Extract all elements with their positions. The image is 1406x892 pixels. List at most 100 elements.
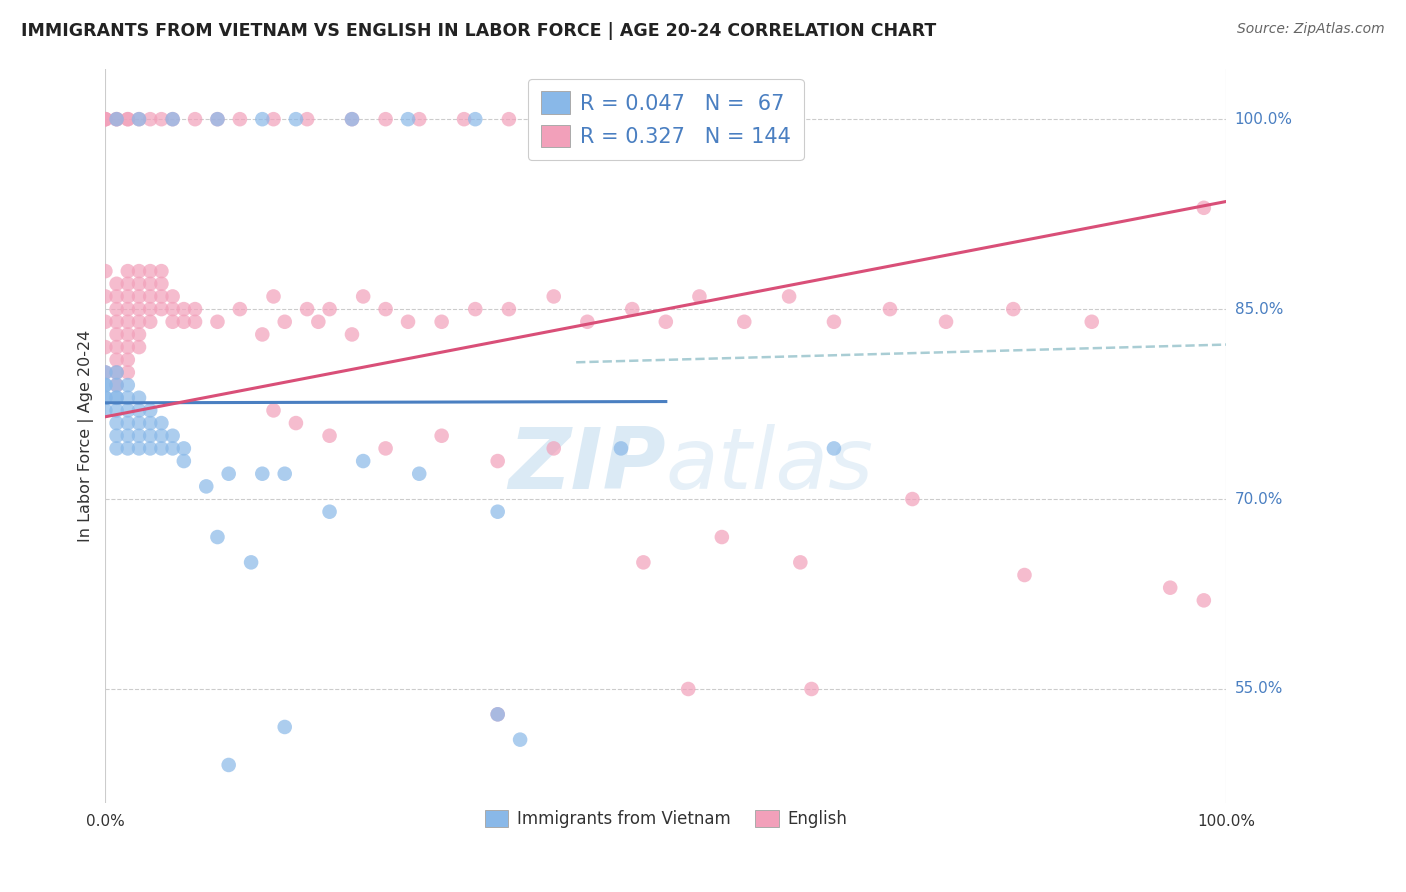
Point bbox=[117, 277, 139, 291]
Point bbox=[207, 315, 229, 329]
Point bbox=[633, 555, 655, 569]
Point bbox=[139, 264, 162, 278]
Point bbox=[676, 112, 699, 127]
Point bbox=[117, 366, 139, 380]
Point bbox=[94, 315, 117, 329]
Text: 0.0%: 0.0% bbox=[86, 814, 125, 829]
Point bbox=[128, 442, 150, 456]
Point bbox=[105, 302, 128, 317]
Point bbox=[901, 491, 924, 506]
Point bbox=[207, 112, 229, 127]
Point bbox=[588, 112, 610, 127]
Point bbox=[733, 315, 755, 329]
Point bbox=[94, 403, 117, 417]
Point bbox=[117, 264, 139, 278]
Point bbox=[710, 530, 733, 544]
Point bbox=[139, 403, 162, 417]
Point bbox=[1002, 302, 1025, 317]
Point bbox=[150, 302, 173, 317]
Point bbox=[374, 112, 396, 127]
Point bbox=[94, 112, 117, 127]
Point bbox=[498, 302, 520, 317]
Point bbox=[117, 289, 139, 303]
Point bbox=[105, 277, 128, 291]
Point bbox=[128, 416, 150, 430]
Point bbox=[128, 264, 150, 278]
Point bbox=[318, 428, 340, 442]
Point bbox=[139, 112, 162, 127]
Point bbox=[117, 112, 139, 127]
Point bbox=[150, 277, 173, 291]
Point bbox=[105, 352, 128, 367]
Point bbox=[1192, 201, 1215, 215]
Point bbox=[374, 442, 396, 456]
Point bbox=[486, 707, 509, 722]
Point bbox=[229, 112, 252, 127]
Point bbox=[117, 428, 139, 442]
Point bbox=[543, 289, 565, 303]
Point bbox=[1080, 315, 1102, 329]
Point bbox=[408, 467, 430, 481]
Point bbox=[117, 327, 139, 342]
Point bbox=[340, 112, 363, 127]
Point bbox=[150, 112, 173, 127]
Point bbox=[688, 289, 710, 303]
Point bbox=[173, 454, 195, 468]
Point bbox=[162, 289, 184, 303]
Point bbox=[139, 277, 162, 291]
Point bbox=[509, 732, 531, 747]
Point bbox=[94, 391, 117, 405]
Point bbox=[128, 327, 150, 342]
Point bbox=[408, 112, 430, 127]
Point bbox=[150, 428, 173, 442]
Point bbox=[184, 302, 207, 317]
Point bbox=[778, 289, 800, 303]
Point bbox=[94, 378, 117, 392]
Point bbox=[721, 112, 744, 127]
Point bbox=[486, 707, 509, 722]
Point bbox=[486, 505, 509, 519]
Point bbox=[284, 112, 307, 127]
Point bbox=[162, 112, 184, 127]
Point bbox=[498, 112, 520, 127]
Text: 55.0%: 55.0% bbox=[1234, 681, 1282, 697]
Point bbox=[162, 112, 184, 127]
Legend: Immigrants from Vietnam, English: Immigrants from Vietnam, English bbox=[478, 804, 853, 835]
Point bbox=[274, 720, 297, 734]
Point bbox=[576, 315, 599, 329]
Point bbox=[139, 289, 162, 303]
Point bbox=[396, 112, 419, 127]
Point bbox=[117, 340, 139, 354]
Point bbox=[162, 315, 184, 329]
Text: atlas: atlas bbox=[666, 424, 873, 507]
Point bbox=[396, 315, 419, 329]
Point bbox=[195, 479, 218, 493]
Point bbox=[105, 403, 128, 417]
Point bbox=[274, 315, 297, 329]
Point bbox=[117, 416, 139, 430]
Point bbox=[105, 340, 128, 354]
Point bbox=[94, 378, 117, 392]
Point bbox=[430, 428, 453, 442]
Point bbox=[94, 340, 117, 354]
Point bbox=[676, 681, 699, 696]
Point bbox=[295, 302, 318, 317]
Point bbox=[105, 391, 128, 405]
Point bbox=[128, 403, 150, 417]
Point bbox=[105, 442, 128, 456]
Point bbox=[240, 555, 263, 569]
Point bbox=[543, 442, 565, 456]
Point bbox=[94, 366, 117, 380]
Point bbox=[162, 442, 184, 456]
Text: IMMIGRANTS FROM VIETNAM VS ENGLISH IN LABOR FORCE | AGE 20-24 CORRELATION CHART: IMMIGRANTS FROM VIETNAM VS ENGLISH IN LA… bbox=[21, 22, 936, 40]
Point bbox=[263, 289, 285, 303]
Point bbox=[128, 391, 150, 405]
Point bbox=[150, 289, 173, 303]
Point bbox=[800, 681, 823, 696]
Point bbox=[105, 378, 128, 392]
Point bbox=[128, 112, 150, 127]
Point bbox=[173, 442, 195, 456]
Point bbox=[128, 428, 150, 442]
Point bbox=[543, 112, 565, 127]
Point bbox=[94, 391, 117, 405]
